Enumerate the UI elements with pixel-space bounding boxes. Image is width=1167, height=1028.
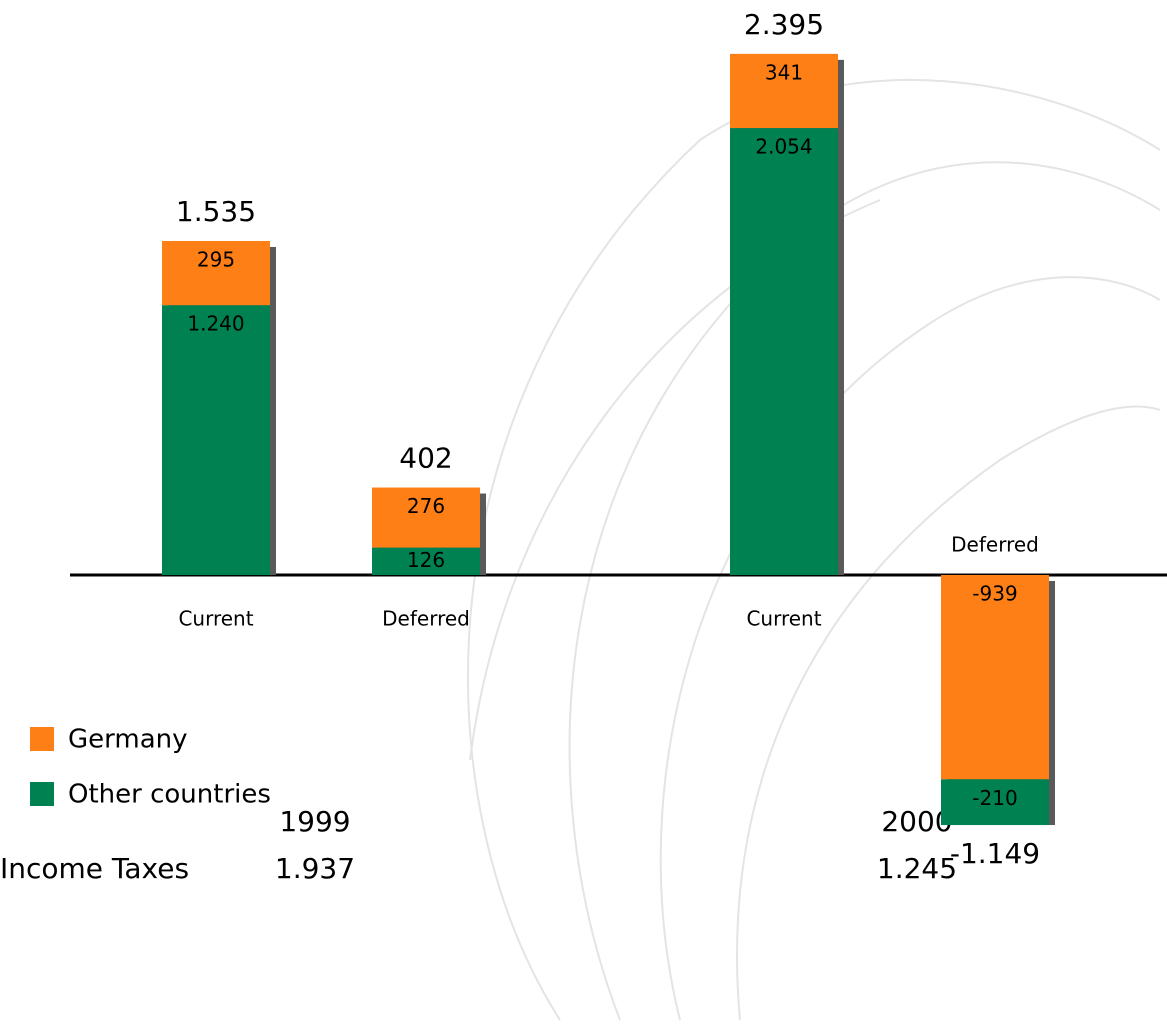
bar-segment — [372, 487, 480, 548]
data-label: 295 — [197, 247, 235, 271]
bar-segment — [730, 53, 838, 129]
x-tick-label: Current — [178, 607, 253, 631]
bar-segment — [162, 240, 270, 306]
x-tick-label: Deferred — [382, 607, 470, 631]
data-label: 1.240 — [187, 312, 244, 336]
data-label: 276 — [407, 494, 445, 518]
legend-swatch — [30, 727, 54, 751]
data-label: 2.054 — [755, 135, 812, 159]
bar-segment — [372, 547, 480, 575]
bar-segment — [730, 128, 838, 575]
total-label: -1.149 — [950, 837, 1040, 870]
legend-label: Other countries — [68, 780, 271, 810]
data-label: -939 — [972, 582, 1017, 606]
legend-swatch — [30, 782, 54, 806]
x-tick-label: Current — [746, 607, 821, 631]
x-tick-label: Deferred — [951, 533, 1039, 557]
row-label: Income Taxes — [0, 852, 189, 885]
total-label: 402 — [399, 442, 452, 475]
data-label: 126 — [407, 548, 445, 572]
bar-segment — [941, 779, 1049, 826]
data-label: -210 — [972, 786, 1017, 810]
summary-value: 1.937 — [275, 852, 355, 885]
bar-segment — [162, 305, 270, 575]
column-header: 1999 — [279, 805, 350, 838]
summary-value: 1.245 — [877, 852, 957, 885]
data-label: 341 — [765, 60, 803, 84]
total-label: 2.395 — [744, 8, 824, 41]
column-header: 2000 — [881, 805, 952, 838]
legend-label: Germany — [68, 725, 188, 755]
total-label: 1.535 — [176, 195, 256, 228]
bar-segment — [941, 575, 1049, 780]
